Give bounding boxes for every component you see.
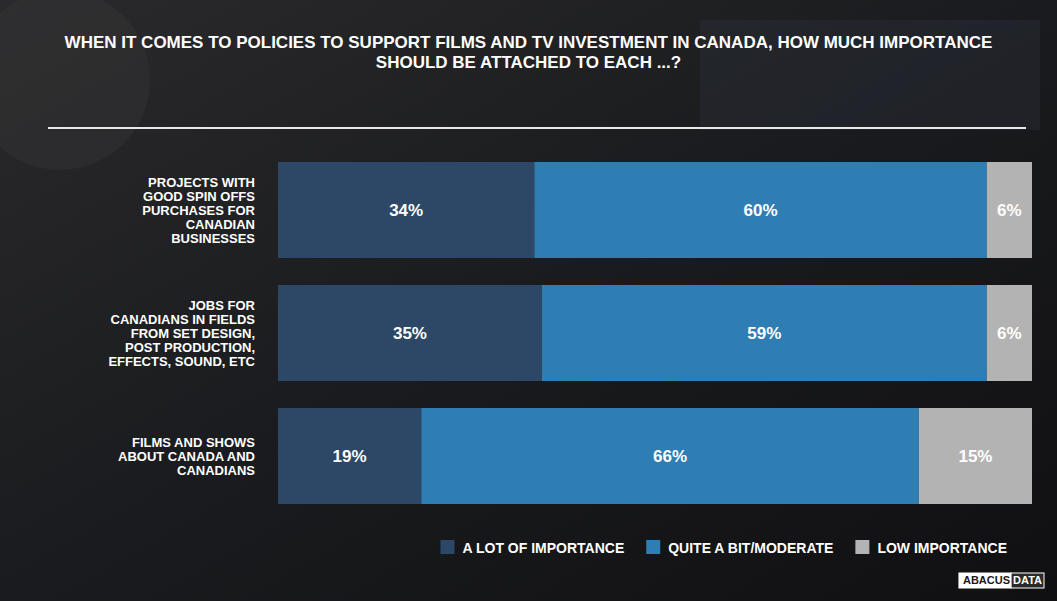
data-label: 6%	[997, 201, 1022, 220]
bar-segment	[919, 408, 1032, 504]
bar-segment	[421, 408, 919, 504]
data-label: 15%	[958, 447, 992, 466]
title: WHEN IT COMES TO POLICIES TO SUPPORT FIL…	[65, 33, 993, 72]
data-label: 35%	[393, 324, 427, 343]
category-label: PROJECTS WITHGOOD SPIN OFFSPURCHASES FOR…	[142, 175, 255, 246]
bar-segment	[278, 162, 534, 258]
bar-segment	[987, 285, 1032, 381]
legend-label: QUITE A BIT/MODERATE	[668, 540, 833, 556]
data-label: 19%	[333, 447, 367, 466]
legend-swatch	[646, 540, 660, 554]
legend-swatch	[440, 540, 454, 554]
bar-segment	[278, 408, 421, 504]
legend: A LOT OF IMPORTANCE QUITE A BIT/MODERATE L…	[440, 540, 1007, 556]
data-label: 59%	[747, 324, 781, 343]
category-label: FILMS AND SHOWSABOUT CANADA ANDCANADIANS	[118, 435, 255, 478]
data-labels: 34% 60% 6% 35% 59% 6% 19% 66% 15%	[333, 201, 1022, 466]
bar-segment	[278, 285, 542, 381]
logo-box	[1011, 573, 1044, 588]
bar-segment	[542, 285, 987, 381]
data-label: 6%	[997, 324, 1022, 343]
bar-segment	[987, 162, 1032, 258]
bar-segment	[534, 162, 986, 258]
data-label: 60%	[744, 201, 778, 220]
data-label: 66%	[653, 447, 687, 466]
divider	[48, 127, 1026, 129]
legend-label: LOW IMPORTANCE	[877, 540, 1007, 556]
chart: WHEN IT COMES TO POLICIES TO SUPPORT FIL…	[0, 0, 1057, 601]
bars	[278, 162, 1032, 504]
logo-text: ABACUS DATA	[963, 574, 1042, 586]
background	[0, 0, 1057, 601]
data-label: 34%	[389, 201, 423, 220]
background-shape	[0, 0, 150, 170]
legend-swatch	[855, 540, 869, 554]
category-label: JOBS FORCANADIANS IN FIELDSFROM SET DESI…	[108, 298, 255, 369]
logo: ABACUS DATA	[959, 573, 1044, 588]
legend-label: A LOT OF IMPORTANCE	[462, 540, 624, 556]
